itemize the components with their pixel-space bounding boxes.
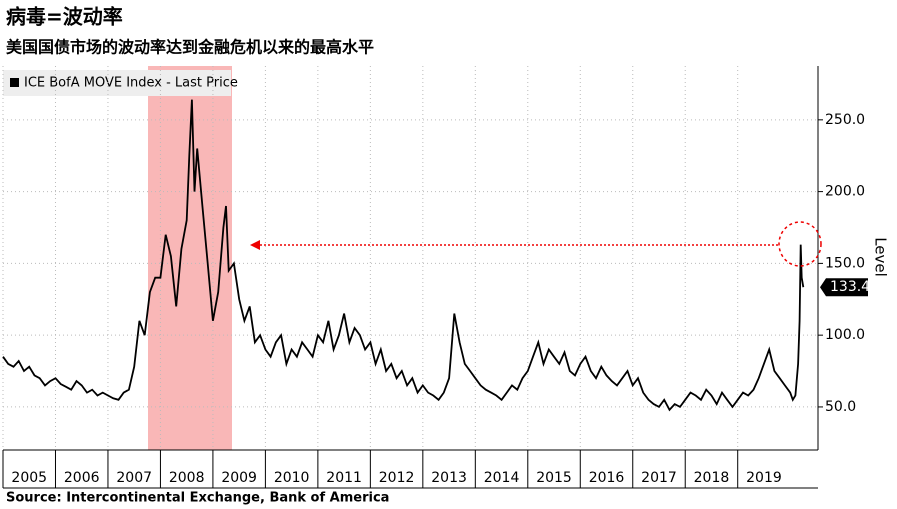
source: Source: Intercontinental Exchange, Bank … xyxy=(6,491,389,506)
chart-subtitle: 美国国债市场的波动率达到金融危机以来的最高水平 xyxy=(6,38,374,57)
x-tick-label: 2016 xyxy=(589,470,625,486)
x-tick-label: 2017 xyxy=(641,470,677,486)
x-tick-label: 2018 xyxy=(694,470,730,486)
x-tick-label: 2019 xyxy=(746,470,782,486)
arrow-head xyxy=(250,240,260,250)
chart-title: 病毒=波动率 xyxy=(6,5,123,29)
x-tick-label: 2012 xyxy=(379,470,415,486)
x-tick-label: 2006 xyxy=(64,470,100,486)
y-tick-label: 250.0 xyxy=(825,112,865,128)
y-axis-title: Level xyxy=(872,237,890,277)
legend-swatch xyxy=(10,78,19,87)
last-price-label: 133.4 xyxy=(830,279,870,295)
x-tick-label: 2005 xyxy=(11,470,47,486)
y-tick-label: 200.0 xyxy=(825,184,865,200)
x-tick-label: 2007 xyxy=(116,470,152,486)
y-tick-label: 150.0 xyxy=(825,255,865,271)
y-tick-label: 100.0 xyxy=(825,327,865,343)
x-tick-label: 2014 xyxy=(484,470,520,486)
x-tick-label: 2013 xyxy=(431,470,467,486)
y-tick-label: 50.0 xyxy=(825,399,856,415)
x-tick-label: 2011 xyxy=(326,470,362,486)
line xyxy=(3,100,803,410)
x-tick-label: 2008 xyxy=(169,470,205,486)
x-tick-label: 2009 xyxy=(221,470,257,486)
legend-label: ICE BofA MOVE Index - Last Price xyxy=(24,76,238,91)
x-tick-label: 2015 xyxy=(536,470,572,486)
x-tick-label: 2010 xyxy=(274,470,310,486)
